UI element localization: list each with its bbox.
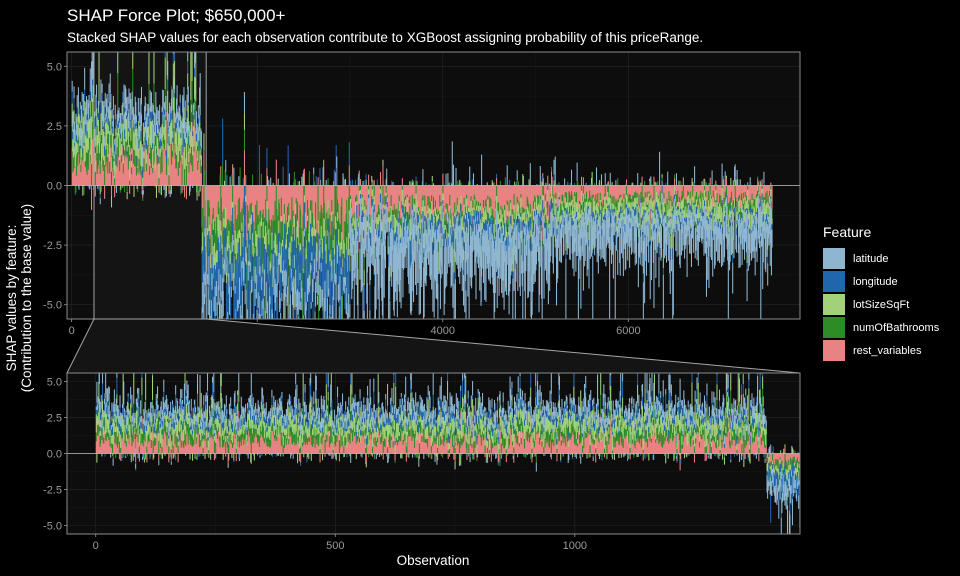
top-x-tick-label: 6000 bbox=[616, 325, 640, 337]
top-panel-border bbox=[66, 51, 801, 320]
top-y-tick-label: 2.5 bbox=[47, 121, 62, 133]
bottom-x-ticks: 0 500 1000 bbox=[93, 534, 587, 552]
top-y-tick-label: 5.0 bbox=[47, 61, 62, 73]
legend-key-numOfBathrooms bbox=[823, 317, 845, 338]
bottom-y-tick-label: 0.0 bbox=[47, 449, 62, 461]
top-y-ticks: 5.0 2.5 0.0 -2.5 -5.0 bbox=[43, 61, 67, 312]
top-y-tick-label: 0.0 bbox=[47, 181, 62, 193]
legend-title: Feature bbox=[823, 224, 871, 240]
bottom-y-tick-label: -2.5 bbox=[43, 484, 62, 496]
legend-label-lotSizeSqFt: lotSizeSqFt bbox=[853, 299, 909, 311]
legend-key-longitude bbox=[823, 271, 845, 292]
legend-key-latitude bbox=[823, 248, 845, 269]
legend-label-numOfBathrooms: numOfBathrooms bbox=[853, 322, 940, 334]
bottom-area-lotSizeSqFt bbox=[95, 373, 801, 496]
top-x-tick-label: 0 bbox=[69, 325, 75, 337]
bottom-y-tick-label: -5.0 bbox=[43, 520, 62, 532]
bottom-y-ticks: 5.0 2.5 0.0 -2.5 -5.0 bbox=[43, 377, 67, 532]
top-area-latitude bbox=[71, 52, 773, 319]
legend-key-rest_variables bbox=[823, 340, 845, 361]
bottom-panel-stacked-areas bbox=[95, 373, 801, 534]
x-axis-label: Observation bbox=[397, 553, 470, 568]
zoom-panel: 5.0 2.5 0.0 -2.5 -5.0 0 500 1000 bbox=[43, 372, 801, 552]
legend: Feature latitude longitude lotSizeSqFt numO… bbox=[823, 224, 940, 361]
bottom-x-tick-label: 500 bbox=[326, 540, 344, 552]
bottom-area-latitude bbox=[95, 373, 801, 534]
chart-subtitle: Stacked SHAP values for each observation… bbox=[67, 30, 703, 45]
top-y-tick-label: -2.5 bbox=[43, 240, 62, 252]
y-axis-label: SHAP values by feature: (Contribution to… bbox=[4, 204, 34, 392]
legend-label-longitude: longitude bbox=[853, 276, 898, 288]
legend-label-rest_variables: rest_variables bbox=[853, 345, 922, 357]
top-y-tick-label: -5.0 bbox=[43, 300, 62, 312]
legend-key-lotSizeSqFt bbox=[823, 294, 845, 315]
top-area-rest_variables bbox=[71, 107, 773, 280]
top-x-tick-label: 4000 bbox=[431, 325, 455, 337]
bottom-y-tick-label: 2.5 bbox=[47, 413, 62, 425]
bottom-x-tick-label: 0 bbox=[93, 540, 99, 552]
y-axis-label-line-1: SHAP values by feature: bbox=[4, 225, 19, 372]
legend-label-latitude: latitude bbox=[853, 253, 888, 265]
y-axis-label-line-2: (Contribution to the base value) bbox=[19, 204, 34, 392]
bottom-x-tick-label: 1000 bbox=[563, 540, 587, 552]
chart-title: SHAP Force Plot; $650,000+ bbox=[67, 6, 286, 25]
full-range-panel: 5.02.50.0-2.5-5.0 0200040006000 bbox=[43, 51, 801, 337]
legend-items: latitude longitude lotSizeSqFt numOfBathroo… bbox=[823, 248, 940, 361]
bottom-y-tick-label: 5.0 bbox=[47, 377, 62, 389]
